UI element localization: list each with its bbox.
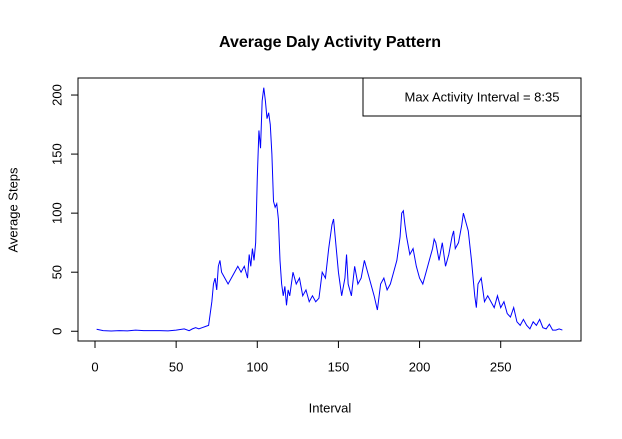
x-tick-label: 250: [490, 359, 512, 374]
x-tick-label: 200: [409, 359, 431, 374]
y-tick-label: 0: [49, 328, 64, 335]
annotation: Max Activity Interval = 8:35: [405, 89, 560, 104]
y-tick-label: 150: [49, 143, 64, 165]
y-tick-label: 50: [49, 265, 64, 279]
x-tick-label: 50: [169, 359, 183, 374]
x-tick-label: 100: [246, 359, 268, 374]
x-tick-label: 0: [91, 359, 98, 374]
x-axis-label: Interval: [309, 400, 352, 415]
chart-title: Average Daly Activity Pattern: [219, 34, 441, 51]
x-tick-label: 150: [328, 359, 350, 374]
y-axis-label: Average Steps: [5, 167, 20, 253]
legend-box: [362, 77, 582, 117]
y-tick-label: 200: [49, 84, 64, 106]
data-line: [96, 87, 563, 332]
y-tick-label: 100: [49, 202, 64, 224]
